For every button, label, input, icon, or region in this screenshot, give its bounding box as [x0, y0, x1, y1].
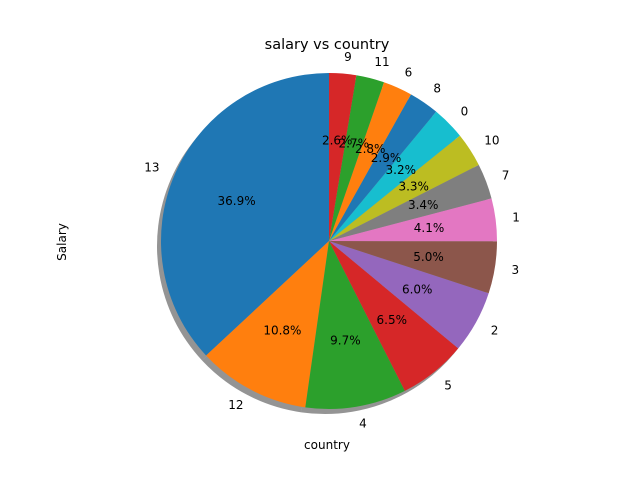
pie-slice-6 — [329, 82, 411, 242]
percent-label-5: 6.5% — [377, 313, 408, 327]
category-label-5: 5 — [444, 379, 452, 393]
pie-slice-12 — [206, 241, 329, 408]
percent-label-13: 36.9% — [218, 194, 256, 208]
category-label-13: 13 — [144, 160, 159, 174]
category-label-7: 7 — [502, 168, 510, 182]
percent-label-11: 2.7% — [339, 136, 370, 150]
category-label-4: 4 — [359, 416, 367, 430]
pie-slice-11 — [329, 75, 384, 241]
pie-slice-8 — [329, 94, 437, 242]
percent-label-7: 3.4% — [408, 198, 439, 212]
pie-slice-2 — [329, 241, 489, 349]
category-label-11: 11 — [374, 55, 389, 69]
category-label-3: 3 — [512, 263, 520, 277]
percent-label-4: 9.7% — [330, 334, 361, 348]
category-label-0: 0 — [461, 104, 469, 118]
pie-slice-0 — [329, 111, 460, 241]
percent-label-3: 5.0% — [413, 250, 444, 264]
category-label-1: 1 — [512, 211, 520, 225]
category-label-2: 2 — [491, 323, 499, 337]
percent-label-1: 4.1% — [414, 221, 445, 235]
category-label-9: 9 — [344, 50, 352, 64]
pie-slices — [161, 73, 497, 409]
percent-label-6: 2.8% — [355, 142, 386, 156]
pie-slice-13 — [161, 73, 329, 356]
pie-slice-1 — [329, 198, 497, 242]
percent-label-12: 10.8% — [263, 323, 301, 337]
pie-slice-10 — [329, 135, 479, 241]
pie-slice-4 — [305, 241, 405, 409]
x-axis-label: country — [304, 438, 350, 452]
pie-slice-7 — [329, 164, 492, 241]
category-label-6: 6 — [405, 65, 413, 79]
percent-label-2: 6.0% — [402, 283, 433, 297]
percent-label-10: 3.3% — [398, 179, 429, 193]
percent-label-9: 2.6% — [322, 134, 353, 148]
category-label-10: 10 — [484, 134, 499, 148]
pie-slice-5 — [329, 241, 459, 391]
pie-labels: 13 36.9% 12 10.8% 4 9.7% 5 6.5% 2 6.0% 3 5.0% 1 4.1% 7… — [144, 50, 520, 430]
category-label-8: 8 — [433, 82, 441, 96]
chart-title: salary vs country — [265, 37, 390, 53]
pie-slice-3 — [329, 241, 497, 294]
category-label-12: 12 — [228, 398, 243, 412]
percent-label-0: 3.2% — [386, 163, 417, 177]
percent-label-8: 2.9% — [371, 151, 402, 165]
y-axis-label: Salary — [55, 223, 69, 261]
pie-slice-9 — [329, 73, 357, 241]
